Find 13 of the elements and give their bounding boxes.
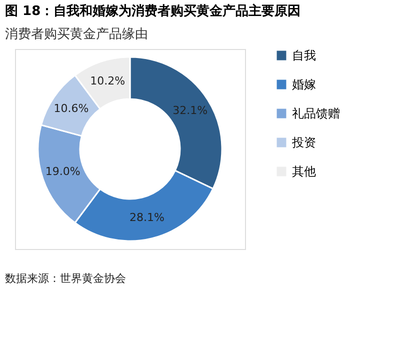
- legend-label: 投资: [291, 136, 316, 150]
- chart-subtitle: 消费者购买黄金产品缘由: [5, 27, 148, 42]
- data-label: 28.1%: [130, 210, 164, 224]
- data-label: 19.0%: [45, 165, 80, 178]
- chart-title: 图 18：自我和婚嫁为消费者购买黄金产品主要原因: [5, 3, 301, 19]
- legend-label: 其他: [292, 164, 316, 178]
- data-label: 10.6%: [54, 102, 89, 116]
- legend-label: 婚嫁: [292, 78, 316, 92]
- source-note: 数据来源：世界黄金协会: [5, 272, 126, 285]
- legend-label: 礼品馈赠: [292, 106, 340, 120]
- data-label: 32.1%: [172, 104, 208, 118]
- legend-label: 自我: [292, 48, 316, 62]
- data-label: 10.2%: [90, 74, 126, 88]
